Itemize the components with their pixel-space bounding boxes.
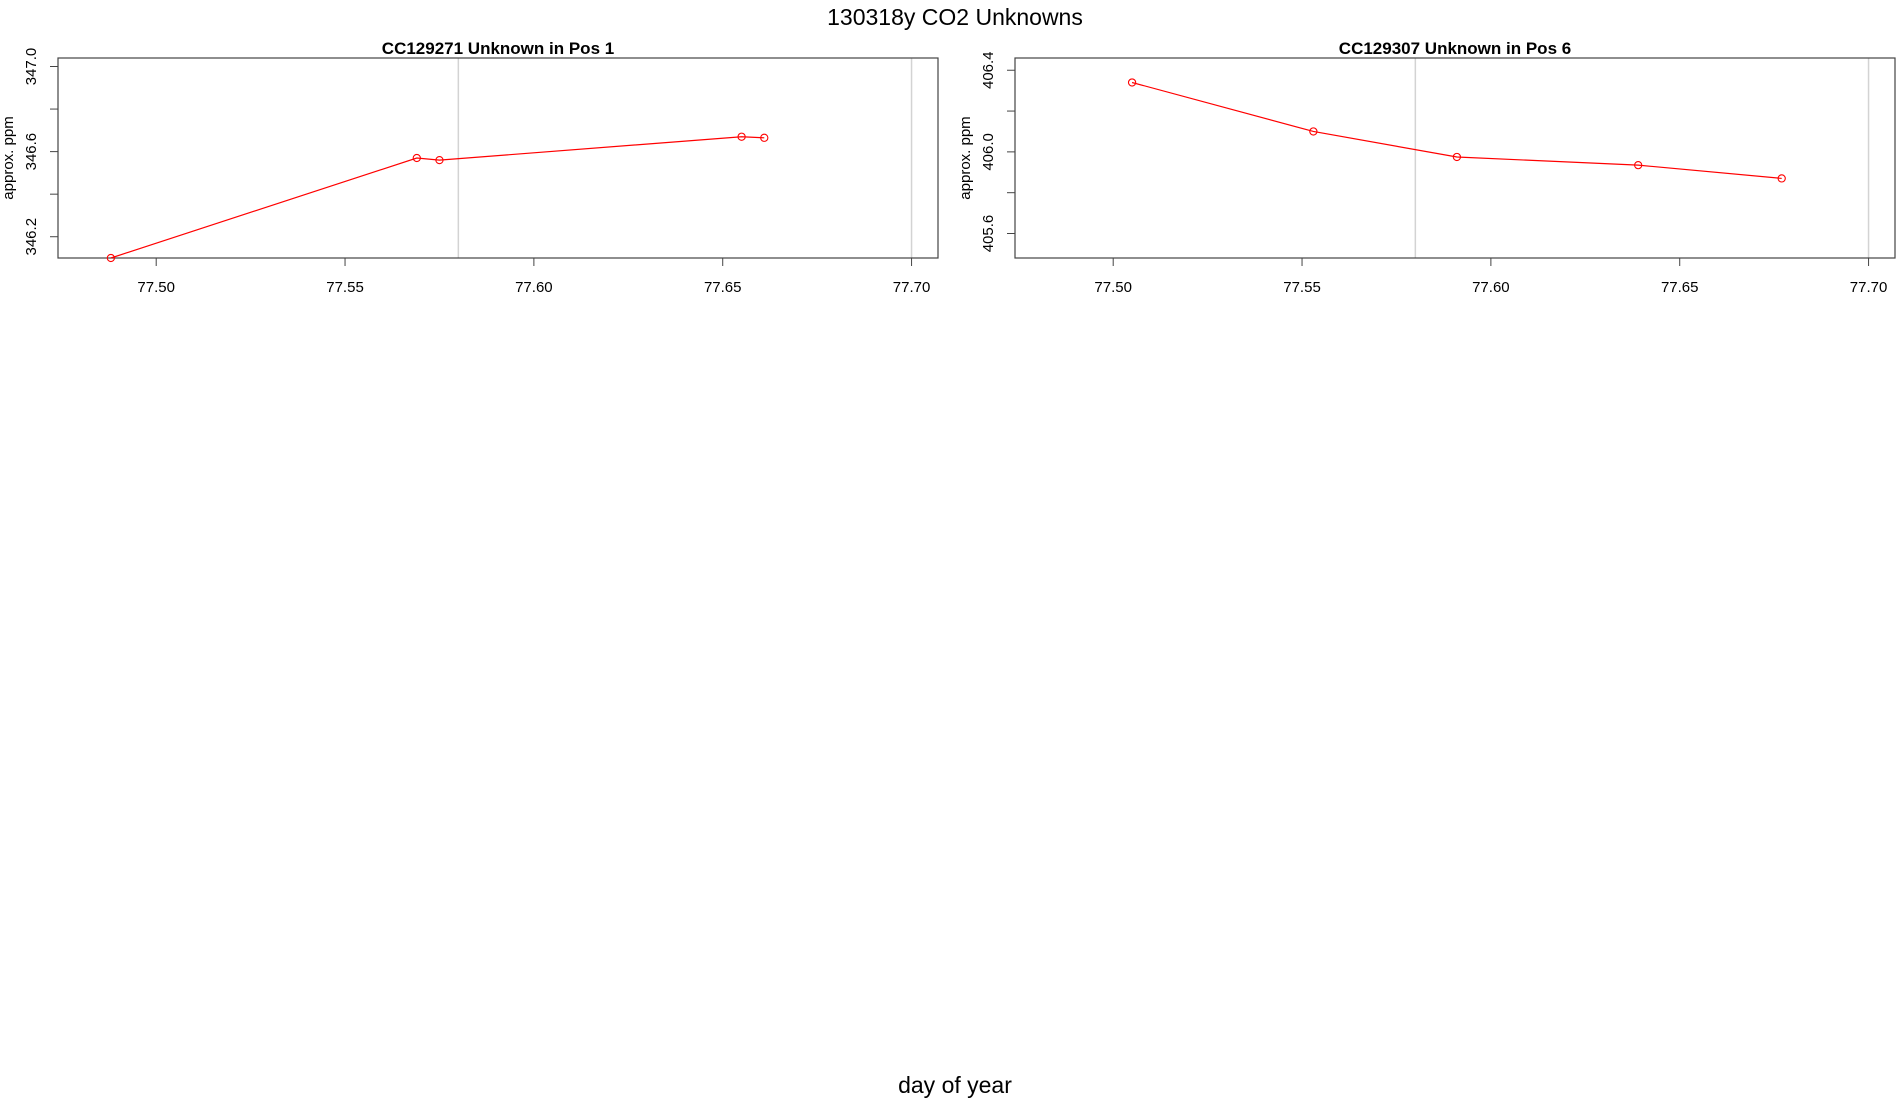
panel-title: CC129271 Unknown in Pos 1 (382, 39, 614, 58)
data-point (1452, 152, 1462, 162)
y-axis-label: approx. ppm (957, 116, 974, 199)
figure-xlabel: day of year (898, 1072, 1012, 1098)
x-tick-label: 77.70 (893, 279, 931, 296)
data-point (760, 133, 769, 142)
data-point (1309, 127, 1318, 136)
y-tick-label: 346.6 (23, 133, 40, 171)
plot-frame (1014, 57, 1896, 259)
chart-panel-right: CC129307 Unknown in Pos 6 77.50 77.55 77.60… (957, 39, 1896, 296)
panel-title: CC129307 Unknown in Pos 6 (1339, 39, 1571, 58)
x-tick-label: 77.55 (326, 279, 364, 296)
x-tick-label: 77.55 (1283, 279, 1321, 296)
y-tick-label: 406.0 (980, 133, 997, 171)
y-axis-label: approx. ppm (0, 116, 17, 199)
chart-panel-left: CC129271 Unknown in Pos 1 77.50 77.55 77.60… (0, 39, 939, 296)
x-tick-label: 77.65 (1661, 279, 1699, 296)
y-tick-label: 347.0 (23, 48, 40, 86)
x-tick-label: 77.60 (515, 279, 553, 296)
x-tick-label: 77.65 (704, 279, 742, 296)
x-tick-label: 77.70 (1850, 279, 1888, 296)
data-point (412, 153, 421, 163)
series-line (1131, 81, 1782, 180)
series-line (110, 136, 765, 259)
x-tick-label: 77.50 (137, 279, 175, 296)
y-tick-label: 346.2 (23, 218, 40, 256)
data-point (106, 253, 116, 263)
plot-frame (57, 57, 939, 259)
x-tick-label: 77.60 (1472, 279, 1510, 296)
data-point (1777, 174, 1786, 183)
y-tick-label: 406.4 (980, 51, 997, 89)
data-point (737, 132, 746, 141)
y-tick-label: 405.6 (980, 215, 997, 253)
x-tick-label: 77.50 (1094, 279, 1132, 296)
figure-title: 130318y CO2 Unknowns (827, 4, 1083, 30)
data-point (1634, 160, 1643, 170)
data-point (435, 155, 444, 165)
data-point (1127, 78, 1137, 87)
